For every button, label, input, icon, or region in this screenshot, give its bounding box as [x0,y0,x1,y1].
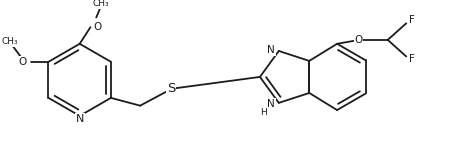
Text: H: H [260,108,267,117]
Text: O: O [354,35,363,45]
Text: N: N [267,99,275,109]
Text: F: F [409,54,415,64]
Text: O: O [19,57,27,67]
Text: CH₃: CH₃ [93,0,109,8]
Text: S: S [167,82,175,95]
Text: F: F [409,15,415,25]
Text: N: N [267,45,275,55]
Text: O: O [94,22,101,32]
Text: N: N [75,114,84,124]
Text: CH₃: CH₃ [1,38,18,46]
